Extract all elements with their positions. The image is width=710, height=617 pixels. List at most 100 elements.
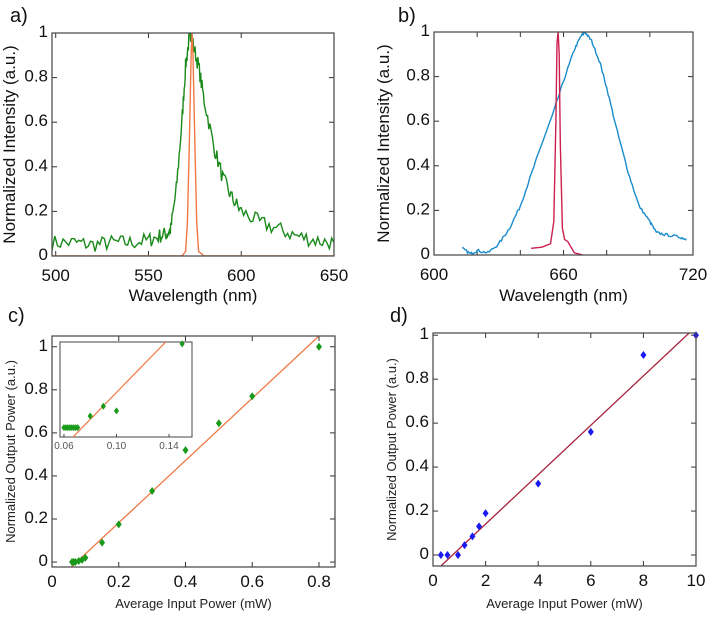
- series-line-pump: [52, 33, 334, 256]
- data-point: [115, 520, 122, 529]
- inset-data-point: [179, 340, 185, 348]
- x-tick-label: 660: [549, 265, 577, 284]
- fit-line: [439, 333, 691, 566]
- fit-line: [70, 336, 320, 567]
- panel-label: b): [398, 5, 416, 27]
- y-tick-label: 0.2: [24, 508, 48, 527]
- y-tick-label: 0.6: [24, 111, 48, 130]
- x-axis-label: Average Input Power (mW): [486, 596, 643, 611]
- x-tick-label: 0: [428, 571, 437, 590]
- x-tick-label: 8: [639, 571, 648, 590]
- x-tick-label: 650: [320, 266, 348, 285]
- y-tick-label: 0.2: [24, 200, 48, 219]
- data-point: [149, 487, 156, 496]
- x-tick-label: 0.6: [240, 572, 264, 591]
- panel-d: d) 0 2 4 6 8 10 0 0.2 0.4 0.6 0.8 1 Average Input Pow…: [384, 305, 705, 611]
- y-tick-label: 0: [421, 244, 430, 263]
- axes-frame: [433, 31, 694, 256]
- x-tick-label: 2: [481, 571, 490, 590]
- plot-area: 0 0.2 0.4 0.6 0.8 0 0.2 0.4 0.6 0.8 1 0.06 0.10 0.14: [24, 335, 336, 591]
- series-line-emission: [461, 32, 687, 255]
- x-tick-label: 10: [687, 571, 706, 590]
- data-point: [535, 479, 542, 488]
- plot-area: 600 660 720 0 0.2 0.4 0.6 0.8 1: [406, 21, 707, 284]
- series-line-emission: [52, 33, 334, 252]
- data-point: [99, 538, 106, 547]
- y-tick-label: 0.6: [406, 110, 430, 129]
- x-tick-label: 4: [533, 571, 542, 590]
- y-axis-label: Normalized Output Power (a.u.): [384, 358, 399, 541]
- x-tick-label: 0.4: [174, 572, 198, 591]
- data-point: [461, 541, 468, 550]
- inset-x-tick-label: 0.10: [107, 441, 127, 452]
- plot-area: 500 550 600 650 0 0.2 0.4 0.6 0.8 1: [24, 22, 348, 285]
- data-point: [476, 522, 483, 531]
- x-tick-label: 0: [47, 572, 56, 591]
- y-tick-label: 0.8: [24, 67, 48, 86]
- y-tick-label: 0.8: [405, 368, 429, 387]
- panel-a: a) 500 550 600 650 0 0.2 0.4 0.6 0.8 1 Wavelength (…: [0, 5, 348, 305]
- data-point: [249, 392, 256, 401]
- y-tick-label: 0: [39, 245, 48, 264]
- series-line-pump: [531, 32, 584, 255]
- panel-label: a): [10, 5, 28, 27]
- y-tick-label: 0: [420, 544, 429, 563]
- y-tick-label: 0.4: [24, 465, 48, 484]
- data-point: [315, 342, 322, 351]
- x-tick-label: 6: [586, 571, 595, 590]
- inset-data-point: [100, 402, 106, 410]
- plot-area: 0 2 4 6 8 10 0 0.2 0.4 0.6 0.8 1: [405, 324, 705, 590]
- x-tick-label: 720: [679, 265, 707, 284]
- x-tick-label: 600: [420, 265, 448, 284]
- y-tick-label: 1: [39, 22, 48, 41]
- data-point: [469, 532, 476, 541]
- y-tick-label: 0: [39, 551, 48, 570]
- panel-b: b) 600 660 720 0 0.2 0.4 0.6 0.8 1 Wavelength (nm)…: [374, 5, 707, 305]
- data-point: [482, 509, 489, 518]
- y-axis-label: Normalized Intensity (a.u.): [374, 44, 393, 242]
- panel-label: d): [390, 305, 408, 327]
- y-tick-label: 1: [421, 21, 430, 40]
- inset-x-tick-label: 0.14: [159, 441, 179, 452]
- x-axis-label: Average Input Power (mW): [115, 596, 272, 611]
- y-tick-label: 0.2: [406, 199, 430, 218]
- x-tick-label: 0.2: [107, 572, 131, 591]
- x-tick-label: 0.8: [307, 572, 331, 591]
- y-tick-label: 0.8: [406, 66, 430, 85]
- y-tick-label: 0.6: [24, 422, 48, 441]
- axes-frame: [51, 32, 335, 257]
- data-point: [587, 427, 594, 436]
- y-tick-label: 0.4: [24, 156, 48, 175]
- inset-x-tick-label: 0.06: [54, 441, 74, 452]
- data-point: [82, 553, 89, 562]
- inset-fit-line: [72, 342, 167, 437]
- y-tick-label: 0.6: [405, 412, 429, 431]
- y-tick-label: 0.4: [405, 456, 429, 475]
- data-point: [215, 419, 222, 428]
- axes-frame: [51, 335, 336, 568]
- inset-data-point: [75, 424, 81, 432]
- y-tick-label: 0.2: [405, 500, 429, 519]
- x-tick-label: 500: [42, 266, 70, 285]
- data-point: [640, 350, 647, 359]
- y-axis-label: Normalized Intensity (a.u.): [0, 45, 19, 243]
- inset-frame: [59, 341, 193, 438]
- panel-label: c): [8, 305, 25, 327]
- panel-c: c) 0 0.2 0.4 0.6 0.8 0 0.2 0.4 0.6 0.8 1 0.06 0.10 0.1…: [3, 305, 336, 611]
- data-point: [182, 446, 189, 455]
- y-tick-label: 0.4: [406, 155, 430, 174]
- y-tick-label: 1: [420, 324, 429, 343]
- data-point: [454, 551, 461, 560]
- y-axis-label: Normalized Output Power (a.u.): [3, 360, 18, 543]
- y-tick-label: 0.8: [24, 379, 48, 398]
- inset-data-point: [87, 412, 93, 420]
- data-point: [444, 551, 451, 560]
- x-axis-label: Wavelength (nm): [499, 286, 628, 305]
- x-tick-label: 600: [227, 266, 255, 285]
- axes-frame: [432, 332, 697, 567]
- y-tick-label: 1: [39, 336, 48, 355]
- inset-data-point: [113, 407, 120, 415]
- data-point: [437, 551, 444, 560]
- x-tick-label: 550: [134, 266, 162, 285]
